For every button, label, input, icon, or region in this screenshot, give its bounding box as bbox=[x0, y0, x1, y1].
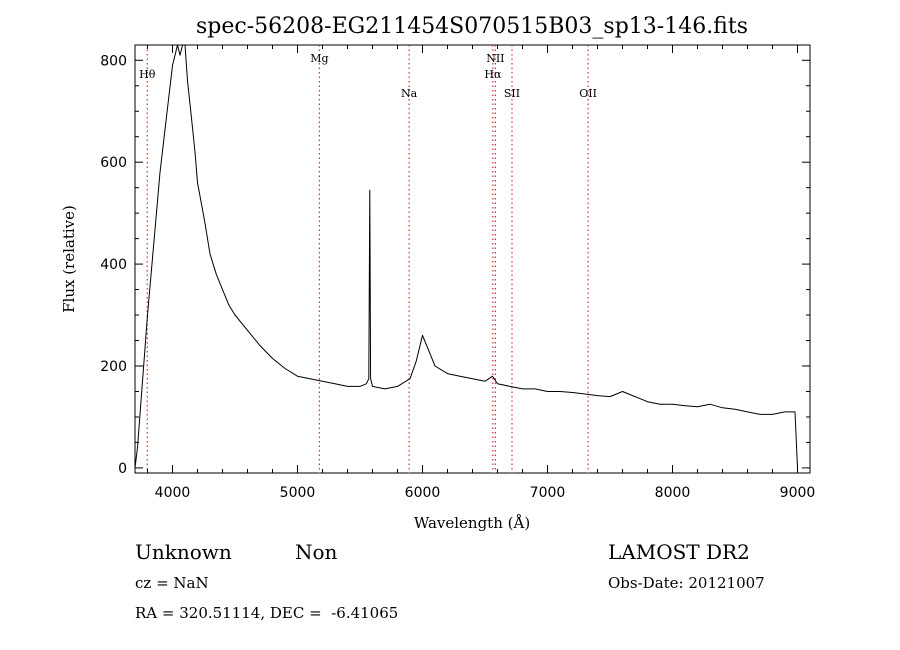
y-tick-label: 800 bbox=[100, 53, 127, 69]
spectral-class: Unknown bbox=[135, 540, 232, 564]
spectrum-line bbox=[134, 44, 798, 468]
spectral-line-markers bbox=[146, 45, 589, 473]
spectrum-plot: spec-56208-EG211454S070515B03_sp13-146.f… bbox=[60, 14, 816, 532]
x-axis-label: Wavelength (Å) bbox=[414, 514, 530, 532]
spectral-line-label: Hα bbox=[484, 68, 502, 81]
observation-date: Obs-Date: 20121007 bbox=[608, 574, 765, 592]
survey-name: LAMOST DR2 bbox=[608, 540, 750, 564]
y-tick-label: 400 bbox=[100, 257, 127, 273]
chart-title: spec-56208-EG211454S070515B03_sp13-146.f… bbox=[196, 14, 748, 39]
spectral-line-label: NII bbox=[486, 52, 504, 65]
y-axis-label: Flux (relative) bbox=[60, 205, 78, 313]
y-axis-ticks: 0 200 400 600 800 bbox=[100, 53, 810, 477]
spectral-subclass: Non bbox=[295, 540, 338, 564]
x-tick-label: 9000 bbox=[780, 485, 816, 501]
spectral-line-label: OII bbox=[579, 87, 597, 100]
spectral-line-label: Hθ bbox=[139, 68, 156, 81]
coordinates: RA = 320.51114, DEC = -6.41065 bbox=[135, 604, 399, 622]
x-tick-label: 7000 bbox=[530, 485, 566, 501]
spectral-line-label: SII bbox=[504, 87, 520, 100]
x-axis-ticks: 4000 5000 6000 7000 8000 9000 bbox=[147, 45, 816, 501]
y-tick-label: 600 bbox=[100, 155, 127, 171]
y-tick-label: 200 bbox=[100, 359, 127, 375]
plot-frame bbox=[134, 44, 811, 474]
spectral-line-label: Na bbox=[401, 87, 418, 100]
redshift-value: cz = NaN bbox=[135, 574, 209, 592]
x-tick-label: 6000 bbox=[405, 485, 441, 501]
spectral-line-label: Mg bbox=[310, 52, 328, 65]
y-tick-label: 0 bbox=[118, 461, 127, 477]
x-tick-label: 8000 bbox=[655, 485, 691, 501]
x-tick-label: 4000 bbox=[155, 485, 191, 501]
x-tick-label: 5000 bbox=[280, 485, 316, 501]
